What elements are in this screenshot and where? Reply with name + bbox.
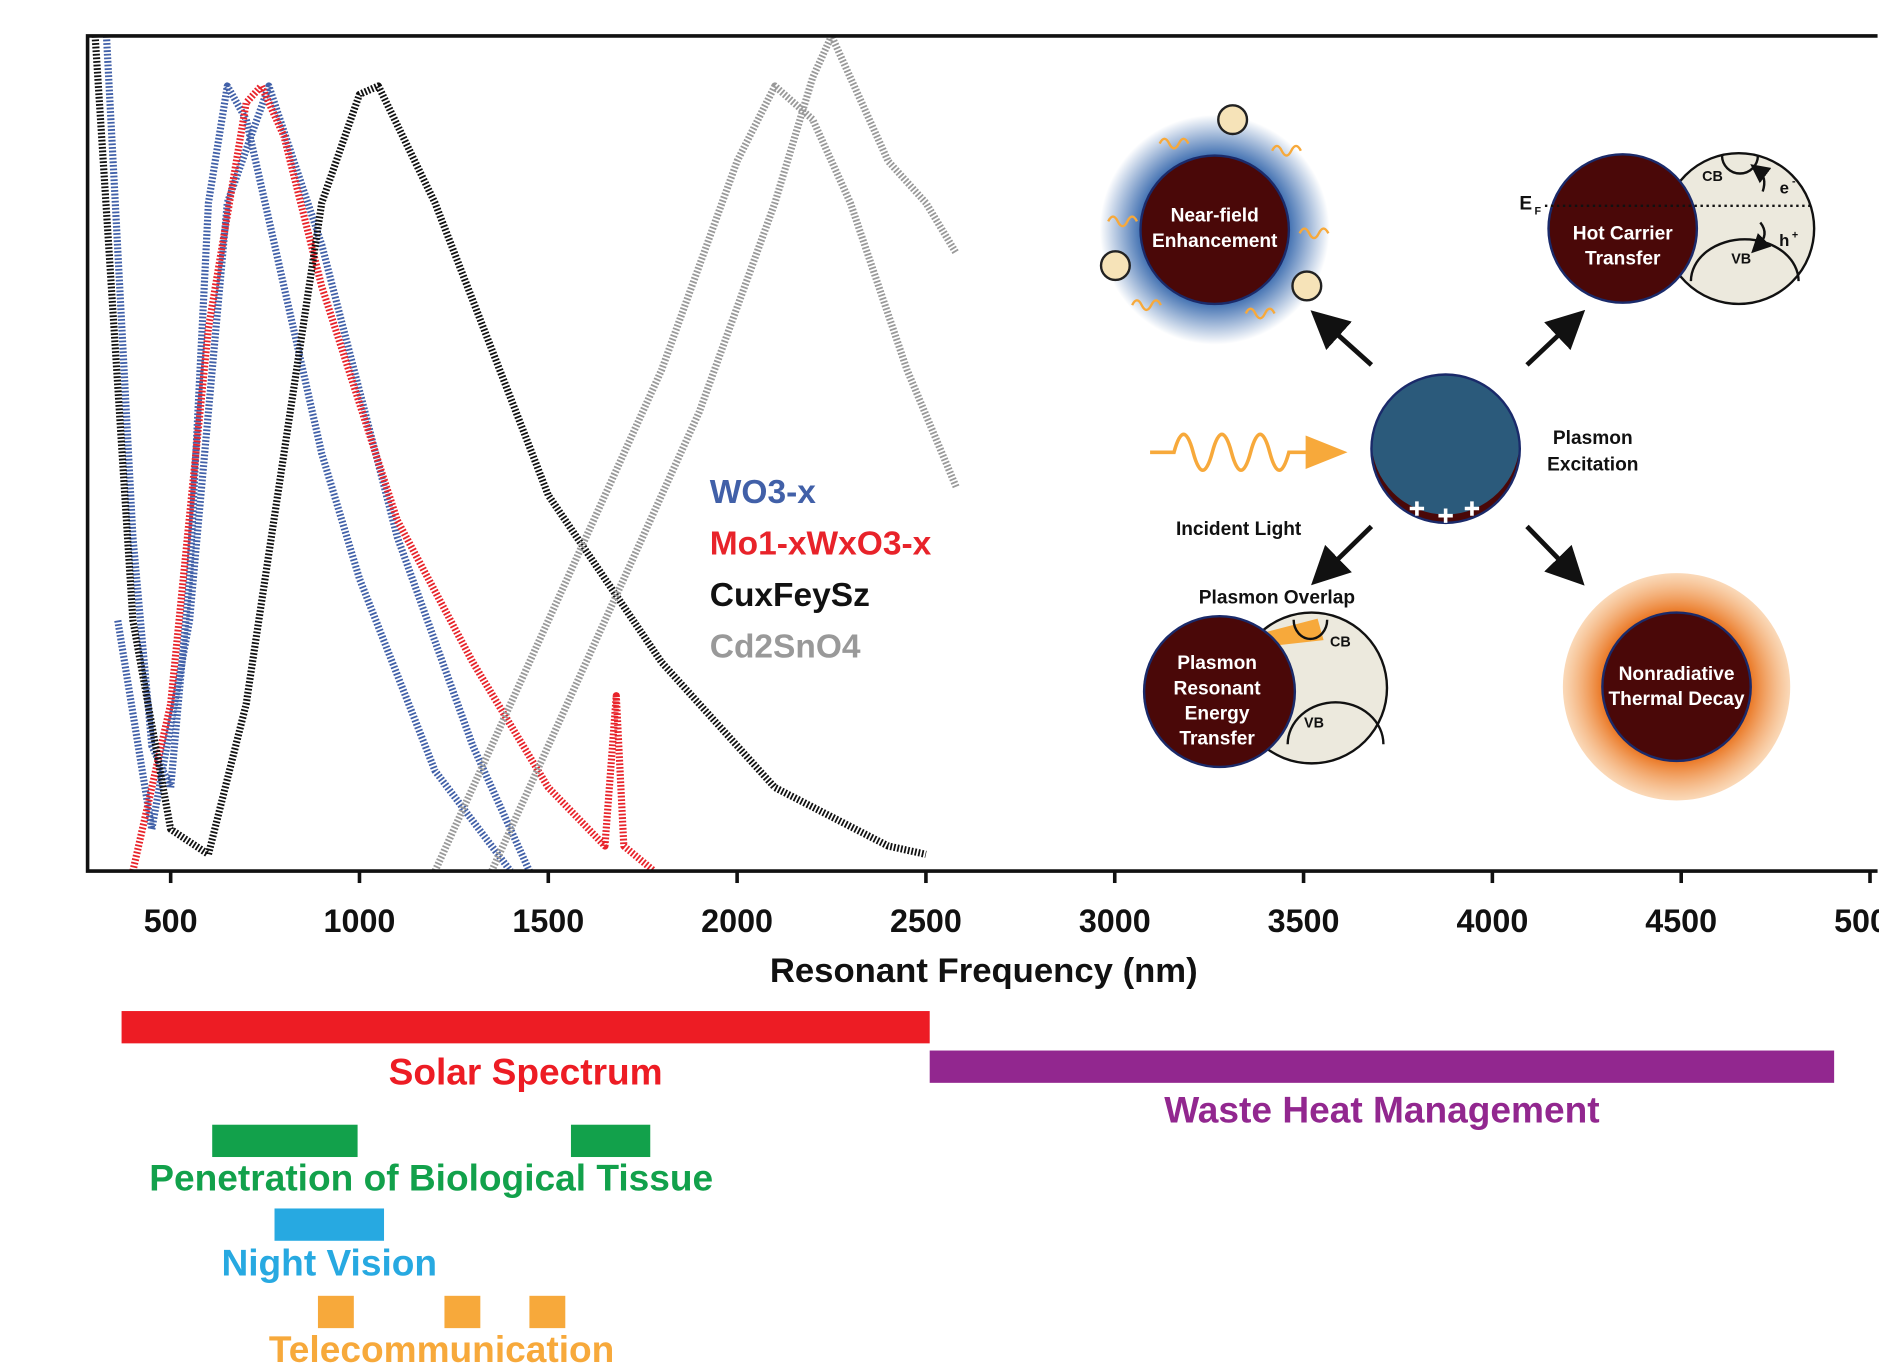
plasmon-label: Excitation <box>1547 455 1638 476</box>
band-bar <box>571 1125 650 1157</box>
legend-entry: Cd2SnO4 <box>710 628 861 665</box>
band-bar <box>122 1011 930 1043</box>
band-bar <box>930 1051 1834 1083</box>
vb-label: VB <box>1304 716 1324 732</box>
electron-sup: - <box>1792 176 1796 188</box>
band-bar <box>275 1208 385 1240</box>
x-tick-label: 4000 <box>1456 903 1528 939</box>
spectrum-line <box>106 36 510 871</box>
band-bar <box>444 1296 480 1328</box>
molecule <box>1101 251 1130 280</box>
overlap-title: Plasmon Overlap <box>1199 587 1355 608</box>
near-field-label: Near-field <box>1171 206 1259 227</box>
thermal-particle <box>1602 613 1750 761</box>
electron-label: e <box>1780 178 1789 197</box>
legend-entry: CuxFeySz <box>710 577 870 614</box>
near-field-label: Enhancement <box>1152 231 1278 252</box>
light-wave <box>1150 434 1313 470</box>
x-tick-label: 4500 <box>1645 903 1717 939</box>
cb-label: CB <box>1330 634 1351 650</box>
thermal-label: Nonradiative <box>1619 664 1735 685</box>
light-arrow <box>1306 436 1348 470</box>
band-label: Telecommunication <box>269 1328 614 1370</box>
hot-carrier-label: Transfer <box>1585 249 1661 270</box>
fermi-sub: F <box>1534 206 1541 218</box>
x-tick-label: 5000 <box>1834 903 1879 939</box>
band-bar <box>212 1125 357 1157</box>
spectrum-line <box>95 36 926 854</box>
incident-label: Incident Light <box>1176 519 1302 540</box>
x-axis-label: Resonant Frequency (nm) <box>770 952 1198 990</box>
band-bar <box>318 1296 354 1328</box>
cb-label: CB <box>1702 169 1723 185</box>
hole-sup: + <box>1792 230 1798 242</box>
x-tick-label: 2000 <box>701 903 773 939</box>
plasmon-particle <box>1365 361 1533 538</box>
spectrum-line <box>492 36 956 871</box>
plasmon-label: Plasmon <box>1553 428 1633 449</box>
x-tick-label: 3000 <box>1079 903 1151 939</box>
vb-label: VB <box>1731 251 1751 267</box>
x-tick-label: 3500 <box>1268 903 1340 939</box>
legend-entry: WO3-x <box>710 474 816 511</box>
band-bar <box>529 1296 565 1328</box>
pret-label: Plasmon <box>1177 653 1257 674</box>
legend-entry: Mo1-xWxO3-x <box>710 525 932 562</box>
x-tick-label: 1500 <box>512 903 584 939</box>
band-label: Waste Heat Management <box>1164 1089 1599 1131</box>
thermal-label: Thermal Decay <box>1609 689 1745 710</box>
near-field-particle <box>1141 156 1289 304</box>
diagram: Near-field Enhancement Hot Carrier Trans… <box>1100 105 1814 800</box>
series-layer <box>95 36 956 871</box>
fermi-label: E <box>1519 194 1532 215</box>
pret-label: Energy <box>1185 703 1250 724</box>
spectrum-line <box>435 86 956 871</box>
x-tick-label: 500 <box>144 903 198 939</box>
band-label: Night Vision <box>221 1242 437 1284</box>
hot-carrier-label: Hot Carrier <box>1573 224 1673 245</box>
band-label: Solar Spectrum <box>389 1050 663 1092</box>
pret-label: Resonant <box>1174 678 1262 699</box>
applications: Solar Spectrum Waste Heat Management Penet… <box>122 1011 1835 1370</box>
x-tick-label: 1000 <box>324 903 396 939</box>
pret-label: Transfer <box>1179 729 1255 750</box>
figure: 500 1000 1500 2000 2500 3000 3500 4000 4500 5000 R… <box>0 0 1879 1370</box>
hole-label: h <box>1779 231 1789 250</box>
molecule <box>1218 105 1247 134</box>
x-tick-label: 2500 <box>890 903 962 939</box>
molecule <box>1292 272 1321 301</box>
band-label: Penetration of Biological Tissue <box>149 1157 713 1199</box>
